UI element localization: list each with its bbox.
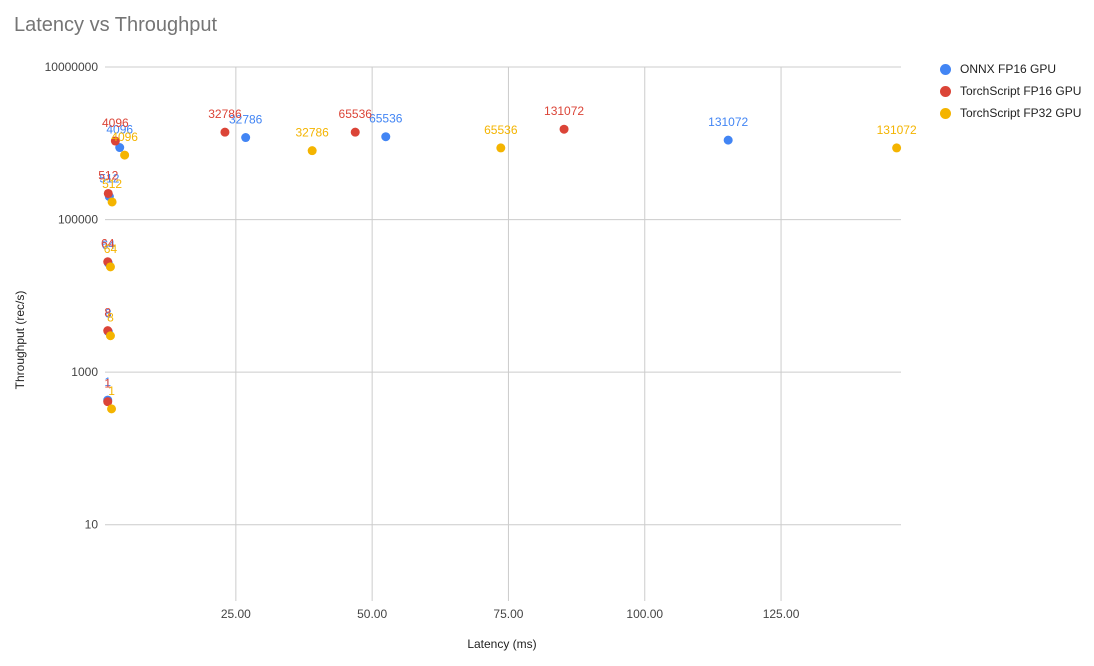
data-label: 131072 [708, 115, 748, 129]
x-axis-title: Latency (ms) [467, 637, 536, 651]
legend-swatch [940, 107, 951, 119]
data-point [105, 331, 115, 341]
chart-title: Latency vs Throughput [14, 14, 218, 36]
data-label: 8 [104, 306, 111, 320]
data-point [120, 150, 130, 160]
data-label: 64 [102, 238, 116, 252]
data-point [307, 146, 317, 156]
data-label: 65536 [484, 123, 518, 137]
grid-lines [105, 66, 901, 601]
data-labels: 1 8 64 512 4096 32786 65536 131072 1 8 64 512 4096 32… [98, 104, 917, 398]
y-axis-title: Throughput (rec/s) [13, 291, 27, 390]
data-points [103, 124, 902, 414]
x-tick-label: 75.00 [493, 607, 523, 621]
x-tick-label: 125.00 [763, 607, 800, 621]
data-label: 4096 [102, 116, 129, 130]
legend-item[interactable]: TorchScript FP32 GPU [940, 102, 1081, 124]
data-point [107, 197, 117, 207]
legend-item[interactable]: TorchScript FP16 GPU [940, 80, 1081, 102]
data-label: 4096 [106, 123, 133, 137]
data-label: 32786 [229, 113, 263, 127]
data-point [103, 188, 113, 198]
data-point [381, 132, 391, 142]
x-tick-label: 25.00 [221, 607, 251, 621]
y-tick-label: 1000 [71, 365, 98, 379]
data-point [115, 143, 125, 153]
x-tick-label: 100.00 [626, 607, 663, 621]
data-point [107, 404, 117, 414]
data-label: 64 [101, 237, 115, 251]
data-point [105, 262, 115, 272]
data-label: 65536 [369, 112, 403, 126]
data-point [110, 136, 120, 146]
data-point [241, 133, 251, 143]
data-point [220, 127, 230, 137]
data-label: 131072 [544, 104, 584, 118]
data-label: 512 [99, 172, 119, 186]
data-point [559, 124, 569, 134]
data-label: 8 [107, 311, 114, 325]
legend-label: TorchScript FP16 GPU [960, 84, 1082, 98]
data-label: 131072 [877, 123, 917, 137]
data-label: 32786 [295, 126, 329, 140]
chart-legend: ONNX FP16 GPU TorchScript FP16 GPU TorchSc… [940, 58, 1081, 124]
data-label: 1 [104, 375, 111, 389]
data-label: 1 [108, 384, 115, 398]
legend-item[interactable]: ONNX FP16 GPU [940, 58, 1081, 80]
data-label: 64 [104, 242, 118, 256]
y-tick-label: 100000 [58, 213, 98, 227]
data-label: 4096 [111, 130, 138, 144]
data-label: 512 [102, 177, 122, 191]
x-tick-label: 50.00 [357, 607, 387, 621]
legend-swatch [940, 85, 951, 97]
data-point [892, 143, 902, 153]
data-label: 8 [105, 307, 112, 321]
y-axis-ticks: 10 1000 100000 10000000 [45, 60, 99, 532]
data-label: 65536 [339, 107, 373, 121]
legend-label: TorchScript FP32 GPU [960, 106, 1082, 120]
y-tick-label: 10000000 [45, 60, 99, 74]
legend-label: ONNX FP16 GPU [960, 62, 1057, 76]
data-point [723, 135, 733, 145]
x-axis-ticks: 25.00 50.00 75.00 100.00 125.00 [221, 607, 800, 621]
data-point [103, 397, 113, 407]
data-label: 1 [104, 377, 111, 391]
data-point [496, 143, 506, 153]
y-tick-label: 10 [85, 518, 99, 532]
legend-swatch [940, 63, 951, 75]
data-point [350, 127, 360, 137]
data-label: 512 [98, 168, 118, 182]
data-label: 32786 [208, 107, 242, 121]
